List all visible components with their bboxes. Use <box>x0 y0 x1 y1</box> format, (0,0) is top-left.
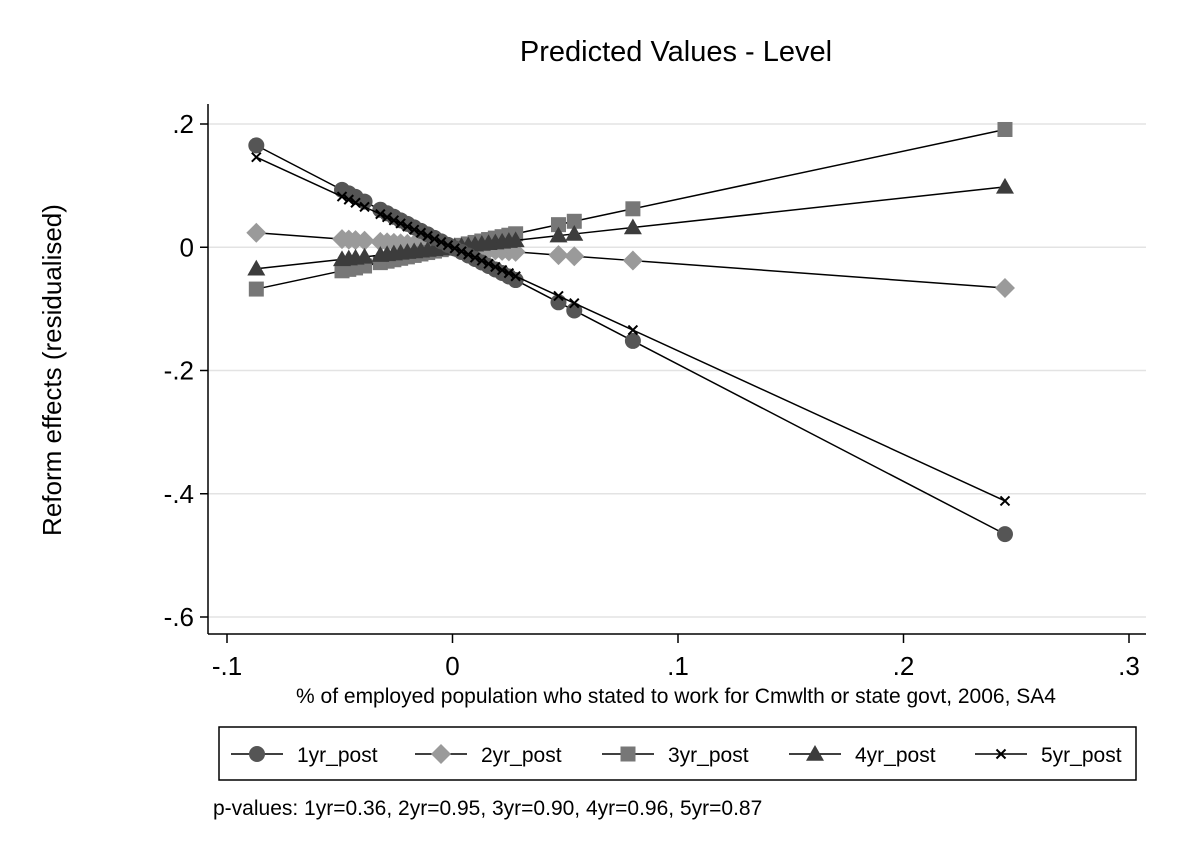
data-point <box>490 261 501 273</box>
pvalues-note: p-values: 1yr=0.36, 2yr=0.95, 3yr=0.90, … <box>213 797 762 820</box>
data-point <box>469 252 481 263</box>
legend-item-5yr_post: 5yr_post <box>975 744 1122 767</box>
data-point <box>354 230 375 251</box>
data-point <box>355 247 374 264</box>
data-point <box>553 290 564 302</box>
series-layer <box>246 121 1015 543</box>
legend-marker <box>995 748 1007 760</box>
y-tick-label: -.4 <box>164 479 194 509</box>
data-point <box>246 222 267 243</box>
data-point <box>463 249 474 260</box>
data-point <box>476 255 488 266</box>
y-tick-label: -.2 <box>164 356 194 386</box>
legend-label: 5yr_post <box>1041 744 1122 767</box>
legend: 1yr_post 2yr_post 3yr_post 4yr_post 5yr_post <box>218 726 1137 781</box>
data-point <box>625 201 641 217</box>
data-point <box>999 495 1011 507</box>
data-point <box>623 218 642 235</box>
data-point <box>343 194 354 205</box>
data-point <box>248 281 264 297</box>
data-point <box>496 264 508 276</box>
data-point <box>997 121 1013 137</box>
legend-label: 4yr_post <box>855 744 936 767</box>
data-point <box>622 250 643 271</box>
data-point <box>247 259 266 276</box>
x-tick-label: .1 <box>667 651 689 681</box>
y-tick-label: 0 <box>180 232 194 262</box>
data-point <box>436 236 447 248</box>
data-point <box>350 197 361 208</box>
data-point <box>550 217 566 233</box>
legend-marker <box>249 746 265 762</box>
legend-item-3yr_post: 3yr_post <box>602 744 749 767</box>
data-point <box>395 218 406 229</box>
data-point <box>996 526 1013 543</box>
y-axis-label: Reform effects (residualised) <box>37 204 67 536</box>
data-point <box>375 208 386 220</box>
x-tick-label: -.1 <box>212 651 242 681</box>
legend-item-4yr_post: 4yr_post <box>789 744 936 767</box>
data-point <box>442 239 454 251</box>
y-axis: .2 0 -.2 -.4 -.6 <box>164 104 209 634</box>
x-tick-label: .3 <box>1118 651 1140 681</box>
data-point <box>402 221 413 232</box>
data-point <box>624 332 641 349</box>
data-point <box>506 231 525 248</box>
data-point <box>483 258 494 270</box>
data-point <box>503 267 515 279</box>
data-point <box>422 230 433 242</box>
data-point <box>565 224 584 241</box>
data-point <box>429 233 440 245</box>
legend-item-2yr_post: 2yr_post <box>415 744 562 767</box>
data-point <box>408 224 420 235</box>
legend-item-1yr_post: 1yr_post <box>231 744 378 767</box>
data-point <box>415 227 427 238</box>
data-point <box>569 297 580 309</box>
data-point <box>548 245 569 266</box>
y-tick-label: -.6 <box>164 602 194 632</box>
data-point <box>248 137 265 154</box>
data-point <box>564 246 585 267</box>
data-point <box>995 177 1014 194</box>
legend-label: 1yr_post <box>297 744 378 767</box>
legend-marker <box>620 746 636 762</box>
data-point <box>449 243 460 254</box>
legend-label: 3yr_post <box>668 744 749 767</box>
legend-marker <box>806 745 824 761</box>
legend-label: 2yr_post <box>481 744 562 767</box>
data-point <box>388 215 400 226</box>
data-point <box>566 302 583 319</box>
data-point <box>336 191 348 202</box>
data-point <box>994 278 1015 299</box>
x-axis: -.1 0 .1 .2 .3 <box>208 633 1146 681</box>
x-tick-label: 0 <box>445 651 459 681</box>
data-point <box>510 271 521 282</box>
legend-marker <box>431 744 451 764</box>
x-axis-label: % of employed population who stated to w… <box>296 685 1056 708</box>
data-point <box>627 324 639 336</box>
series-5yr_post <box>251 151 1011 507</box>
plot-area: .2 0 -.2 -.4 -.6 -.1 0 .1 .2 .3 <box>164 104 1146 681</box>
y-tick-label: .2 <box>172 109 194 139</box>
x-tick-label: .2 <box>893 651 915 681</box>
data-point <box>381 212 393 223</box>
data-point <box>359 201 370 213</box>
data-point <box>251 151 262 163</box>
data-point <box>456 246 467 257</box>
data-point <box>549 226 568 243</box>
chart-title: Predicted Values - Level <box>520 36 832 68</box>
data-point <box>566 213 582 229</box>
